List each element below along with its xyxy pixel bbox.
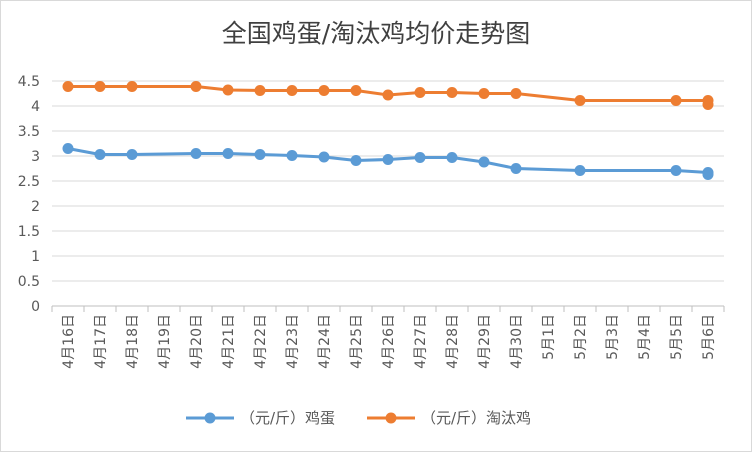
data-point	[414, 87, 426, 98]
x-tick-label: 4月27日	[413, 314, 429, 369]
x-tick-label: 4月18日	[125, 314, 141, 369]
y-axis-ticks: 0 0.5 1 1.5 2 2.5 3 3.5 4 4.5	[18, 74, 40, 315]
data-point	[414, 152, 426, 163]
y-tick-label: 0	[31, 299, 40, 315]
series-lines	[62, 81, 714, 180]
data-point	[94, 149, 106, 160]
data-point	[670, 95, 682, 106]
y-tick-label: 4.5	[18, 74, 40, 90]
data-point	[254, 149, 266, 160]
x-tick-label: 4月19日	[157, 314, 173, 369]
data-point	[126, 81, 138, 92]
x-axis-ticks: 4月16日 4月17日 4月18日 4月19日 4月20日 4月21日 4月22日 4月23日…	[51, 306, 725, 369]
data-point	[382, 154, 394, 165]
y-tick-label: 1	[31, 249, 40, 265]
data-point	[286, 85, 298, 96]
x-tick-label: 4月28日	[445, 314, 461, 369]
data-point	[62, 143, 74, 154]
x-tick-label: 5月2日	[573, 314, 589, 360]
chart-title: 全国鸡蛋/淘汰鸡均价走势图	[221, 19, 531, 48]
data-point	[574, 95, 586, 106]
x-tick-label: 4月30日	[509, 314, 525, 369]
data-point	[478, 88, 490, 99]
x-tick-label: 5月5日	[669, 314, 685, 360]
data-point	[478, 156, 490, 168]
x-tick-label: 4月17日	[93, 314, 109, 369]
data-point	[62, 81, 74, 92]
data-point	[254, 85, 266, 96]
y-tick-label: 3.5	[18, 124, 40, 140]
x-tick-label: 4月23日	[285, 314, 301, 369]
x-tick-label: 5月6日	[701, 314, 717, 360]
x-tick-label: 5月3日	[605, 314, 621, 360]
data-point	[190, 148, 202, 159]
data-point	[510, 88, 522, 99]
y-tick-label: 3	[31, 149, 40, 165]
y-tick-label: 1.5	[18, 224, 40, 240]
series-line	[68, 85, 710, 105]
y-tick-label: 4	[31, 99, 40, 115]
data-point	[286, 150, 298, 161]
y-tick-label: 2.5	[18, 174, 40, 190]
data-point	[350, 85, 362, 96]
data-point	[94, 81, 106, 92]
data-point	[350, 155, 362, 166]
legend-marker	[385, 412, 397, 424]
data-point	[670, 165, 682, 176]
x-tick-label: 4月25日	[349, 314, 365, 369]
data-point	[190, 81, 202, 92]
legend: （元/斤）鸡蛋 （元/斤）淘汰鸡	[186, 409, 531, 427]
data-point	[222, 148, 234, 159]
data-point	[126, 149, 138, 160]
y-tick-label: 0.5	[18, 274, 40, 290]
data-point	[318, 85, 330, 96]
gridlines	[52, 80, 724, 307]
x-tick-label: 4月24日	[317, 314, 333, 369]
legend-label: （元/斤）鸡蛋	[240, 409, 335, 427]
data-point	[318, 151, 330, 163]
data-point	[702, 169, 714, 180]
series-1	[62, 81, 714, 110]
y-tick-label: 2	[31, 199, 40, 215]
x-tick-label: 4月21日	[221, 314, 237, 369]
data-point	[446, 87, 458, 98]
data-point	[222, 84, 234, 96]
data-point	[446, 152, 458, 163]
x-tick-label: 4月26日	[381, 314, 397, 369]
x-tick-label: 5月4日	[637, 314, 653, 360]
legend-marker	[204, 412, 216, 424]
series-line	[67, 147, 710, 175]
data-point	[382, 89, 394, 101]
x-tick-label: 4月22日	[253, 314, 269, 369]
data-point	[574, 165, 586, 176]
x-tick-label: 4月29日	[477, 314, 493, 369]
x-tick-label: 4月16日	[61, 314, 77, 369]
data-point	[702, 99, 714, 110]
series-0	[62, 143, 714, 180]
data-point	[510, 163, 522, 174]
x-tick-label: 4月20日	[189, 314, 205, 369]
x-tick-label: 5月1日	[541, 314, 557, 360]
legend-label: （元/斤）淘汰鸡	[421, 409, 531, 427]
